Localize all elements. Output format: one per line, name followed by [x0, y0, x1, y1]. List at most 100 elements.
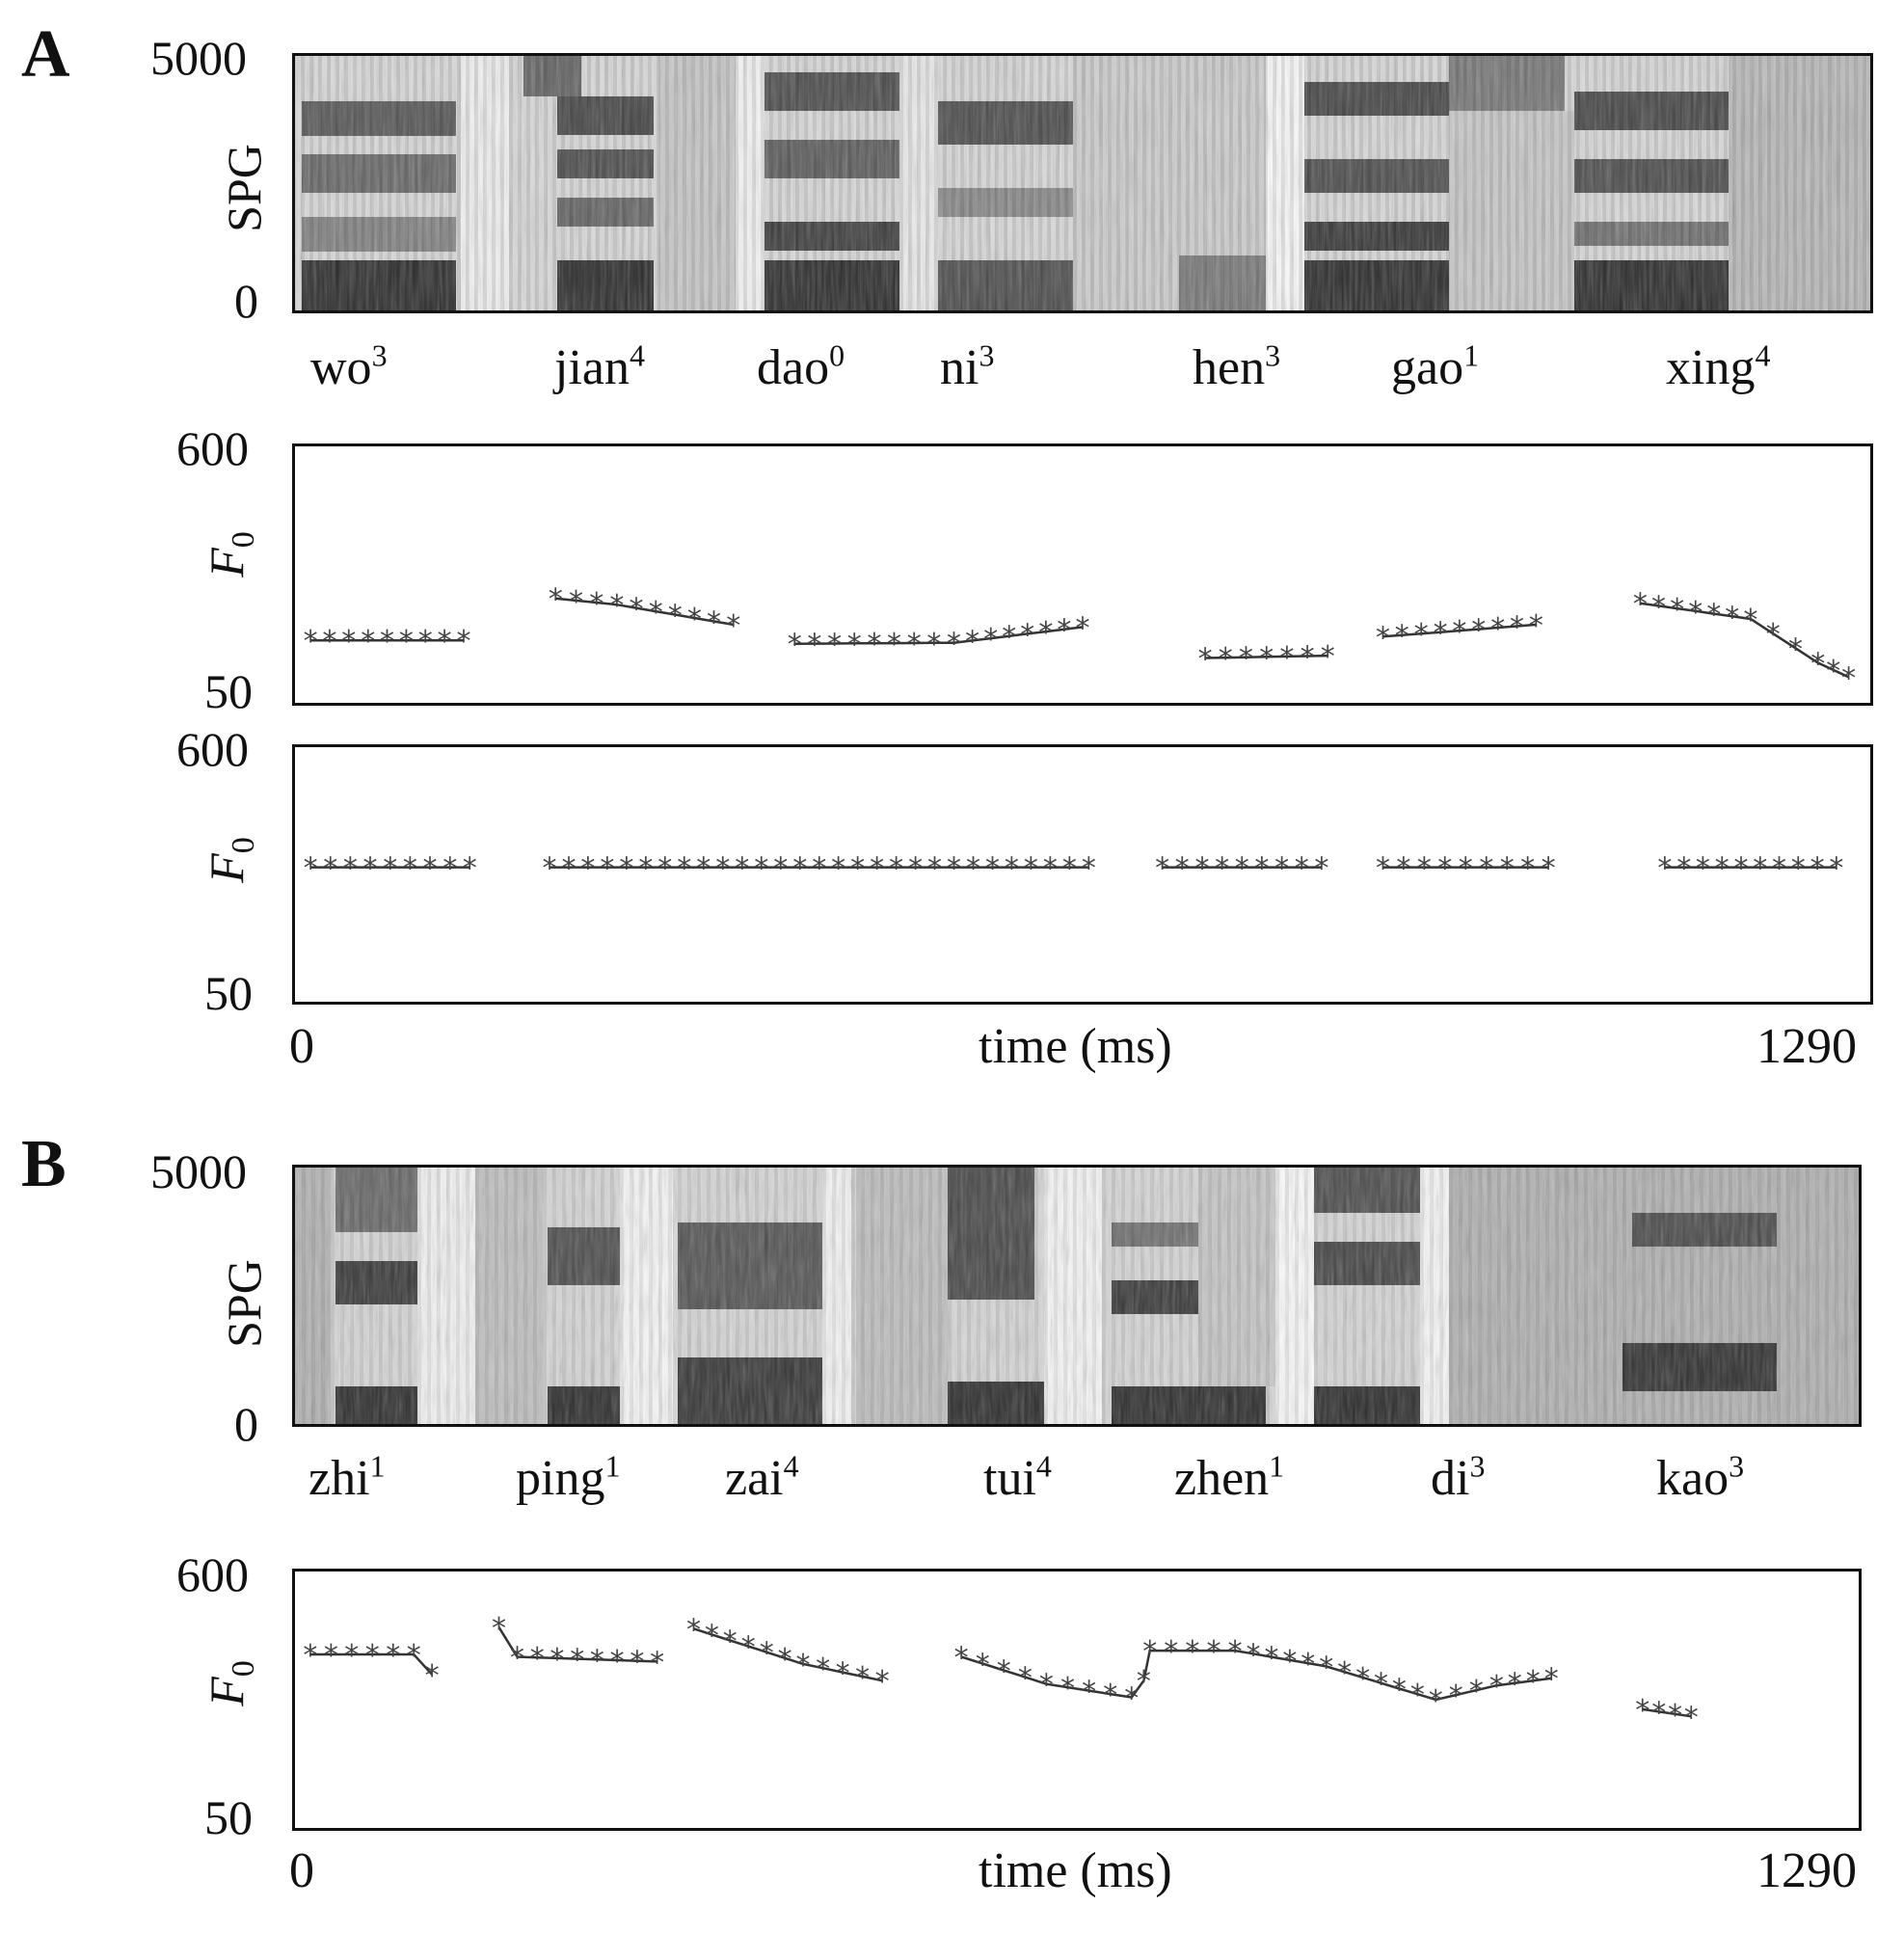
f0-point: *	[510, 1642, 524, 1676]
f0-point: *	[1376, 621, 1390, 655]
f0-point: *	[1791, 852, 1806, 886]
f0-a2-ylabel: F0	[199, 837, 261, 883]
f0-point: *	[1301, 641, 1315, 675]
syllable-label: gao1	[1391, 337, 1480, 395]
f0-point: *	[383, 852, 397, 886]
f0-point: *	[908, 852, 923, 886]
f0-point: *	[569, 585, 583, 619]
f0-point: *	[1696, 852, 1710, 886]
f0-point: *	[715, 852, 730, 886]
f0-point: *	[668, 600, 683, 633]
f0-point: *	[1676, 852, 1691, 886]
f0-point: *	[630, 1646, 644, 1679]
syllable-label: zhi1	[308, 1448, 386, 1506]
f0-point: *	[1319, 1651, 1333, 1684]
f0-point: *	[1279, 641, 1294, 675]
f0-point: *	[1542, 852, 1556, 886]
xaxis-a-start: 0	[289, 1019, 314, 1074]
f0-point: *	[1417, 852, 1432, 886]
f0-point: *	[1452, 615, 1466, 649]
f0-point: *	[1688, 596, 1703, 630]
f0-point: *	[1414, 618, 1429, 652]
f0-point: *	[1057, 614, 1071, 648]
syllable-label: ping1	[516, 1448, 621, 1506]
f0-point: *	[1826, 655, 1840, 688]
f0-point: *	[303, 1639, 317, 1673]
f0-point: *	[1715, 852, 1730, 886]
f0-point: *	[983, 623, 998, 657]
f0-point: *	[543, 852, 557, 886]
f0-point: *	[610, 1645, 625, 1679]
f0-point: *	[1670, 593, 1684, 627]
spg-b-ytick-top: 5000	[150, 1144, 247, 1198]
f0-point: *	[550, 1643, 564, 1677]
f0-contour-line	[309, 1652, 434, 1676]
syllable-label: dao0	[757, 337, 845, 395]
f0-point: *	[1490, 612, 1505, 646]
f0-point: *	[304, 852, 318, 886]
f0-point: *	[831, 852, 845, 886]
f0-point: *	[997, 1655, 1011, 1689]
xaxis-a-end: 1290	[1757, 1019, 1857, 1074]
f0-point: *	[600, 852, 614, 886]
f0-point: *	[365, 1639, 380, 1673]
f0-contour-line	[555, 597, 734, 627]
f0-point: *	[1020, 618, 1034, 652]
syllable-label: xing4	[1666, 337, 1771, 395]
f0-point: *	[1829, 852, 1843, 886]
f0-a1-ytick-bottom: 50	[204, 664, 253, 718]
f0-point: *	[1295, 852, 1309, 886]
f0-point: *	[1082, 852, 1096, 886]
f0-point: *	[425, 1659, 440, 1693]
syllable-label: zai4	[725, 1448, 799, 1506]
f0-point: *	[361, 625, 375, 658]
f0-point: *	[1062, 852, 1077, 886]
f0-point: *	[1510, 611, 1524, 645]
spectrogram-b	[292, 1165, 1862, 1427]
f0-point: *	[1743, 604, 1757, 637]
f0-point: *	[850, 852, 865, 886]
f0-point: *	[1198, 643, 1213, 677]
f0-point: *	[1207, 1635, 1221, 1669]
f0-contour-line	[1640, 602, 1850, 679]
f0-point: *	[492, 1612, 506, 1646]
f0-point: *	[1337, 1656, 1352, 1690]
f0-point: *	[1321, 640, 1335, 674]
f0-point: *	[887, 628, 901, 661]
f0-point: *	[1039, 1669, 1054, 1703]
f0-a1-ytick-top: 600	[176, 421, 249, 475]
f0-point: *	[1215, 852, 1229, 886]
f0-point: *	[741, 1631, 756, 1665]
panel-letter-b: B	[21, 1127, 67, 1201]
f0-point: *	[530, 1642, 545, 1676]
f0-point: *	[1185, 1635, 1199, 1669]
f0-point: *	[1526, 1665, 1541, 1699]
xaxis-b-end: 1290	[1757, 1843, 1857, 1898]
f0-plot-a1: * * * * * * * * ** * * * * * * * * ** * * * * * * * * * * * * * * ** * * * *…	[292, 443, 1873, 706]
f0-point: *	[867, 628, 881, 661]
f0-point: *	[403, 852, 417, 886]
f0-point: *	[457, 625, 471, 658]
f0-point: *	[723, 1625, 737, 1659]
f0-point: *	[1434, 617, 1448, 651]
f0-a1-marks: * * * * * * * * ** * * * * * * * * ** * * * * * * * * * * * * * * ** * * * *…	[304, 583, 1856, 696]
f0-point: *	[1235, 852, 1249, 886]
f0-point: *	[399, 625, 414, 658]
f0-point: *	[363, 852, 378, 886]
f0-point: *	[1544, 1663, 1559, 1697]
f0-point: *	[1060, 1672, 1075, 1706]
f0-point: *	[1282, 1645, 1297, 1679]
f0-point: *	[1264, 1642, 1278, 1676]
f0-b1-ylabel: F0	[199, 1660, 261, 1706]
panel-letter-a: A	[21, 17, 70, 92]
f0-point: *	[570, 1644, 584, 1678]
f0-point: *	[1228, 1635, 1243, 1669]
f0-point: *	[1124, 1682, 1139, 1716]
f0-point: *	[1529, 609, 1543, 643]
f0-point: *	[1651, 1696, 1666, 1730]
f0-point: *	[907, 628, 922, 661]
f0-point: *	[947, 852, 961, 886]
f0-point: *	[1657, 852, 1672, 886]
f0-plot-b1: * * * * * **** * * * * * * ** * * * * * * * * * ** * * * * * * * *** * *…	[292, 1569, 1862, 1831]
f0-point: *	[1259, 641, 1274, 675]
